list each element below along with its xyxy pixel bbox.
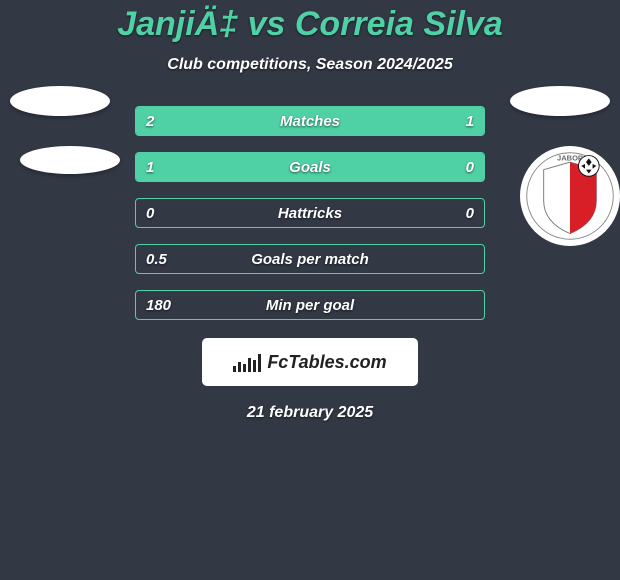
stat-row: 1Goals0 [135,152,485,182]
page-title: JanjiÄ‡ vs Correia Silva [0,5,620,44]
stat-label: Matches [136,113,484,130]
stat-label: Min per goal [136,297,484,314]
stat-row: 0.5Goals per match [135,244,485,274]
stat-value-right: 0 [466,159,474,176]
player-left-badge-secondary [20,146,120,206]
stat-row: 2Matches1 [135,106,485,136]
subtitle: Club competitions, Season 2024/2025 [0,56,620,74]
ellipse-placeholder-icon [10,86,110,116]
stat-row: 180Min per goal [135,290,485,320]
footer-brand[interactable]: FcTables.com [202,338,418,386]
club-name-text: JABOP [557,153,583,162]
stat-label: Hattricks [136,205,484,222]
club-right-badge: JABOP [520,146,620,246]
ellipse-placeholder-icon [510,86,610,116]
footer-brand-text: FcTables.com [267,352,386,373]
stat-label: Goals per match [136,251,484,268]
ellipse-placeholder-icon [20,146,120,174]
stat-row: 0Hattricks0 [135,198,485,228]
bar-chart-icon [233,352,261,372]
club-shield-icon: JABOP [523,149,617,243]
stat-value-right: 1 [466,113,474,130]
comparison-widget: JanjiÄ‡ vs Correia Silva Club competitio… [0,0,620,422]
stats-area: JABOP 2Matches11Goals00Hattricks00.5Goal… [0,106,620,422]
date-text: 21 february 2025 [0,404,620,422]
stat-value-right: 0 [466,205,474,222]
stat-label: Goals [136,159,484,176]
